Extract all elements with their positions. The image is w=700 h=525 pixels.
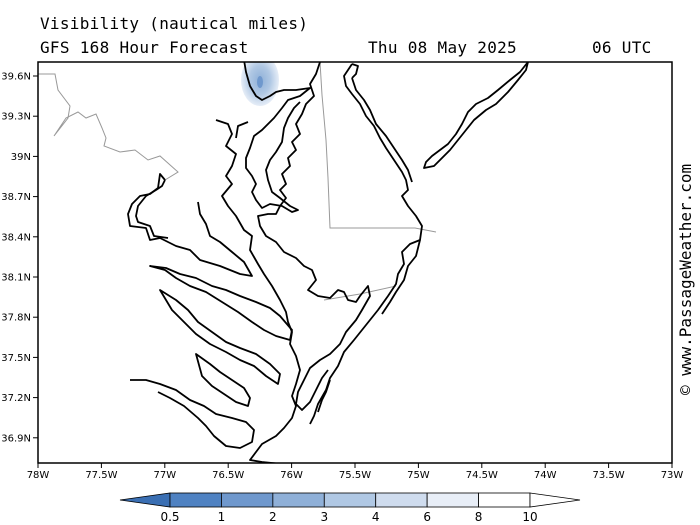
colorbar-label: 1	[218, 510, 226, 524]
colorbar-segment	[169, 492, 222, 508]
coastlines	[127, 62, 529, 463]
lon-tick-label: 74W	[534, 470, 557, 481]
lat-tick-label: 36.9N	[1, 433, 31, 444]
watermark: © www.PassageWeather.com	[676, 163, 695, 395]
lat-tick-label: 38.7N	[1, 192, 31, 203]
map-title: Visibility (nautical miles)	[40, 14, 309, 33]
colorbar-segment	[426, 492, 479, 508]
map-area	[38, 62, 529, 463]
colorbar-label: 0.5	[160, 510, 179, 524]
colorbar-segment	[221, 492, 274, 508]
forecast-label: GFS 168 Hour Forecast	[40, 38, 249, 57]
lon-tick-label: 74.5W	[466, 470, 498, 481]
lat-tick-label: 39.3N	[1, 112, 31, 123]
map-border	[37, 61, 673, 464]
lon-tick-label: 77W	[153, 470, 176, 481]
lon-tick-label: 77.5W	[85, 470, 117, 481]
lat-tick-label: 38.1N	[1, 273, 31, 284]
low-visibility-core	[257, 76, 263, 88]
colorbar-label: 4	[372, 510, 380, 524]
lon-tick-label: 75.5W	[339, 470, 371, 481]
lon-tick-label: 76.5W	[212, 470, 244, 481]
latitude-axis: 39.6N 39.3N 39N 38.7N 38.4N 38.1N 37.8N 37.5N 37…	[1, 72, 38, 444]
lat-tick-label: 37.2N	[1, 393, 31, 404]
colorbar-segment	[272, 492, 325, 508]
lon-tick-label: 78W	[27, 470, 50, 481]
forecast-date: Thu 08 May 2025	[368, 38, 517, 57]
forecast-time: 06 UTC	[592, 38, 652, 57]
visibility-colorbar: 0.5 1 2 3 4 6 8 10	[119, 492, 581, 524]
colorbar-segment	[478, 492, 531, 508]
lon-tick-label: 76W	[280, 470, 303, 481]
colorbar-low-extend	[119, 492, 171, 508]
lon-tick-label: 75W	[407, 470, 430, 481]
lat-tick-label: 38.4N	[1, 232, 31, 243]
colorbar-segment	[375, 492, 428, 508]
lat-tick-label: 39.6N	[1, 72, 31, 83]
colorbar-label: 10	[522, 510, 537, 524]
lon-tick-label: 73W	[661, 470, 684, 481]
colorbar-label: 6	[423, 510, 431, 524]
lat-tick-label: 39N	[11, 152, 31, 163]
colorbar-label: 3	[320, 510, 328, 524]
colorbar-high-extend	[529, 492, 581, 508]
lon-tick-label: 73.5W	[593, 470, 625, 481]
longitude-axis: 78W 77.5W 77W 76.5W 76W 75.5W 75W 74.5W 74W 73.5W…	[27, 463, 684, 481]
colorbar-label: 8	[475, 510, 483, 524]
state-borders	[38, 62, 437, 301]
lat-tick-label: 37.5N	[1, 353, 31, 364]
colorbar-label: 2	[269, 510, 277, 524]
colorbar-segment	[323, 492, 377, 508]
lat-tick-label: 37.8N	[1, 313, 31, 324]
